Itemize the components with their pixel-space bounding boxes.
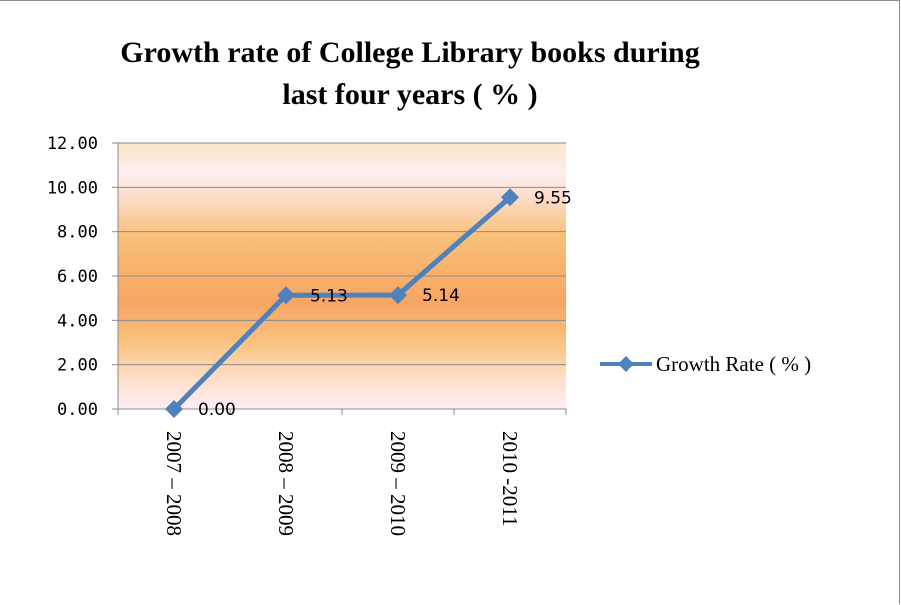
y-tick-label: 4.00: [57, 311, 98, 331]
y-tick-label: 12.00: [47, 134, 98, 154]
data-labels: 0.00 5.13 5.14 9.55: [198, 188, 572, 420]
y-axis: 0.00 2.00 4.00 6.00 8.00 10.00 12.00: [47, 134, 119, 420]
x-category-label: 2007 – 2008: [162, 431, 186, 536]
x-category-label: 2009 – 2010: [386, 431, 410, 536]
legend: Growth Rate ( % ): [600, 352, 811, 376]
legend-marker: [618, 356, 634, 372]
chart-title-line-2: last four years ( % ): [282, 78, 538, 111]
data-point-marker: [501, 188, 519, 207]
y-tick-label: 6.00: [57, 267, 98, 287]
legend-label: Growth Rate ( % ): [656, 352, 811, 376]
y-tick-label: 10.00: [47, 178, 98, 198]
data-label: 9.55: [534, 188, 572, 208]
data-label: 5.14: [422, 286, 460, 306]
series-growth-rate: [165, 188, 519, 418]
data-point-marker: [389, 286, 407, 305]
series-line: [172, 195, 512, 411]
chart-title: Growth rate of College Library books dur…: [60, 32, 760, 116]
data-label: 5.13: [310, 286, 348, 306]
x-axis: 2007 – 2008 2008 – 2009 2009 – 2010 2010 -2…: [117, 408, 567, 536]
x-category-label: 2010 -2011: [498, 431, 522, 526]
chart-title-line-1: Growth rate of College Library books dur…: [120, 36, 700, 69]
data-label: 0.00: [198, 400, 236, 420]
y-tick-label: 2.00: [57, 356, 98, 376]
y-tick-label: 8.00: [57, 223, 98, 243]
y-tick-label: 0.00: [57, 400, 98, 420]
data-point-marker: [277, 286, 295, 305]
x-category-label: 2008 – 2009: [274, 431, 298, 536]
data-point-marker: [165, 400, 183, 418]
